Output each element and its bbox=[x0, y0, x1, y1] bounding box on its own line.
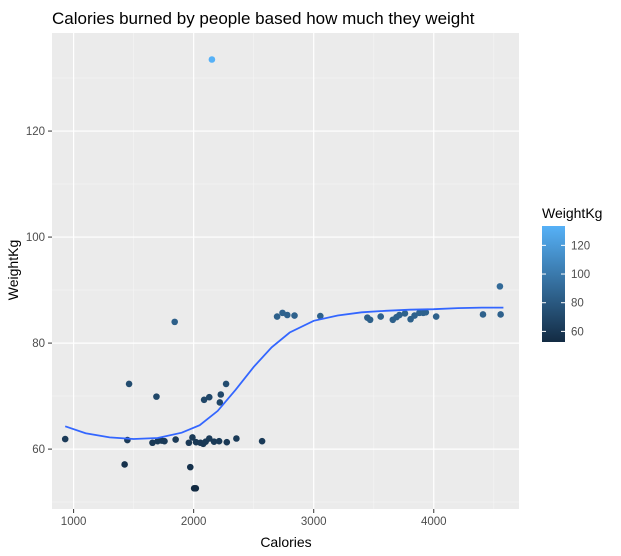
y-tick-label: 100 bbox=[26, 232, 45, 244]
data-point bbox=[273, 313, 281, 320]
data-point bbox=[258, 437, 266, 445]
legend-title: WeightKg bbox=[542, 205, 602, 221]
data-point bbox=[215, 437, 223, 445]
legend-ticks: 60 80 100 120 bbox=[542, 240, 590, 338]
data-point bbox=[205, 393, 213, 401]
data-point bbox=[223, 438, 231, 446]
data-point bbox=[284, 311, 291, 319]
y-tick-label: 80 bbox=[32, 338, 45, 350]
data-point bbox=[171, 318, 178, 326]
x-tick-label: 2000 bbox=[181, 516, 207, 528]
x-tick-label: 3000 bbox=[301, 516, 327, 528]
data-point bbox=[161, 437, 168, 445]
data-point bbox=[200, 396, 208, 404]
legend-label: 60 bbox=[571, 326, 584, 338]
minor-gridlines bbox=[52, 33, 519, 509]
x-tick-label: 4000 bbox=[421, 516, 447, 528]
data-point bbox=[121, 461, 128, 468]
data-point bbox=[216, 399, 224, 406]
data-point bbox=[149, 439, 156, 447]
data-point bbox=[217, 391, 225, 398]
x-axis-ticks: 1000 2000 3000 4000 bbox=[61, 509, 447, 528]
data-point bbox=[317, 312, 324, 320]
x-tick-label: 1000 bbox=[61, 516, 87, 528]
data-point bbox=[61, 435, 69, 443]
data-point bbox=[185, 439, 193, 447]
data-point bbox=[125, 380, 133, 388]
data-point bbox=[479, 311, 487, 318]
data-point bbox=[189, 434, 196, 441]
y-axis-ticks: 60 80 100 120 bbox=[26, 126, 52, 456]
data-point bbox=[210, 438, 218, 445]
y-tick-label: 60 bbox=[32, 444, 45, 456]
y-tick-label: 120 bbox=[26, 126, 45, 138]
smooth-line bbox=[64, 306, 504, 440]
legend-colorbar bbox=[542, 226, 565, 342]
data-point bbox=[208, 56, 216, 63]
legend-label: 120 bbox=[571, 240, 590, 252]
data-point bbox=[192, 485, 200, 492]
data-point bbox=[153, 393, 160, 400]
data-point bbox=[496, 283, 504, 290]
legend-label: 80 bbox=[571, 298, 584, 310]
data-point bbox=[222, 380, 230, 388]
x-axis-title: Calories bbox=[260, 534, 311, 550]
data-point bbox=[366, 316, 374, 324]
data-point bbox=[205, 435, 213, 442]
data-point bbox=[233, 435, 240, 442]
data-point bbox=[172, 436, 179, 443]
data-point bbox=[411, 312, 418, 319]
data-point bbox=[377, 313, 385, 320]
data-point bbox=[396, 311, 403, 319]
data-points bbox=[61, 56, 504, 492]
plot-panel bbox=[52, 33, 519, 509]
legend-label: 100 bbox=[571, 269, 590, 281]
y-axis-title: WeightKg bbox=[5, 240, 21, 300]
data-point bbox=[497, 311, 504, 318]
data-point bbox=[186, 463, 194, 471]
data-point bbox=[291, 312, 298, 319]
data-point bbox=[432, 313, 440, 320]
data-point bbox=[422, 309, 430, 316]
chart-title: Calories burned by people based how much… bbox=[52, 9, 475, 28]
data-point bbox=[401, 310, 409, 317]
